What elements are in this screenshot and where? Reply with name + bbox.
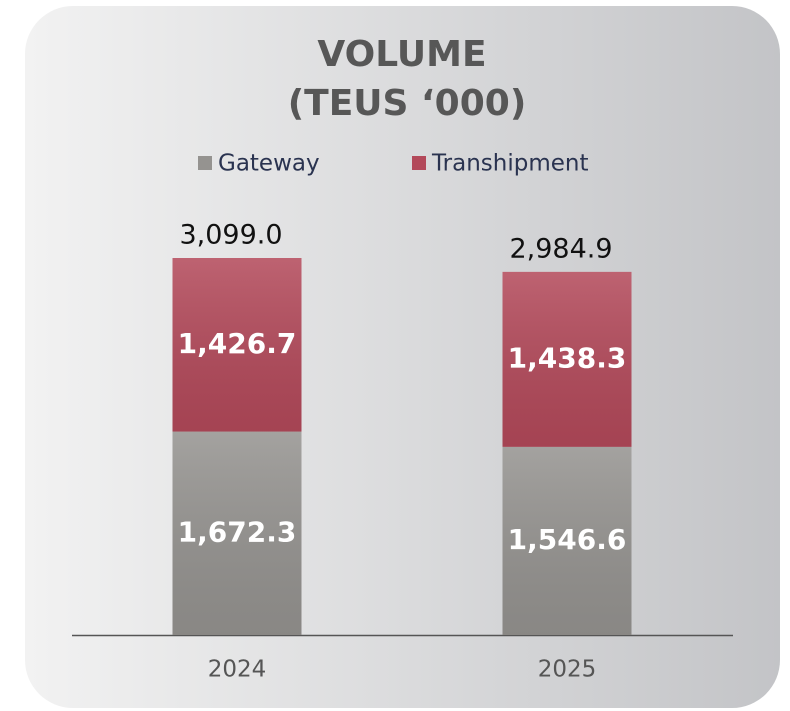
bar-shade [502,271,632,447]
x-tick-label: 2024 [208,657,267,683]
segment-label: 1,438.3 [508,341,627,374]
legend-label: Gateway [218,151,320,177]
segment-label: 1,546.6 [508,523,627,556]
bar-shade [172,431,302,635]
chart-title: VOLUME [317,34,486,75]
legend-swatch [412,156,426,170]
legend-label: Transhipment [431,151,589,177]
total-label: 2,984.9 [509,233,612,264]
bar-shade [502,446,632,635]
segment-label: 1,426.7 [178,327,297,360]
legend-swatch [198,156,212,170]
bar-shade [172,258,302,432]
total-label: 3,099.0 [179,220,282,251]
chart-title: (TEUS ‘000) [288,83,527,124]
segment-label: 1,672.3 [178,515,297,548]
x-tick-label: 2025 [538,657,597,683]
